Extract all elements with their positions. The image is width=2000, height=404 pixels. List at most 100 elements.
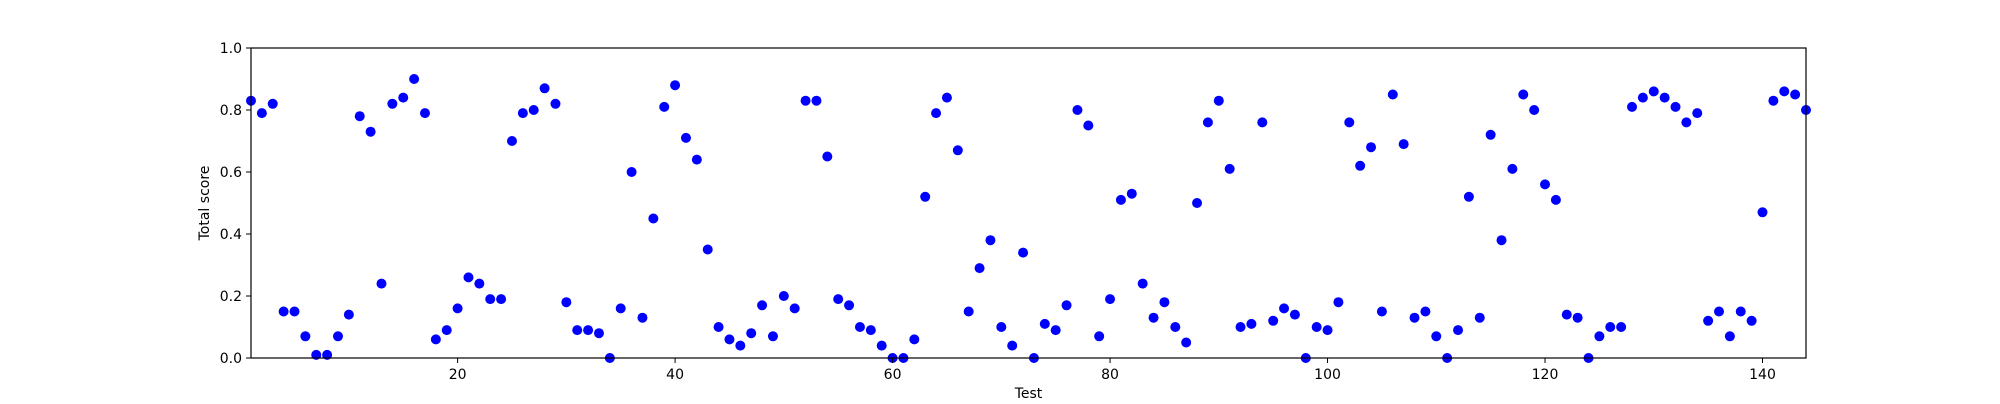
data-point xyxy=(996,322,1007,332)
data-point xyxy=(1692,108,1703,119)
x-axis: 20 40 60 80 100 120 140 xyxy=(449,358,1776,383)
data-point xyxy=(343,309,354,320)
data-point xyxy=(1148,312,1159,323)
data-point xyxy=(583,325,594,336)
data-point xyxy=(757,300,768,311)
data-point xyxy=(615,303,626,314)
data-point xyxy=(909,334,920,345)
data-point xyxy=(1376,306,1387,317)
data-point xyxy=(1387,89,1398,100)
data-point xyxy=(637,312,648,323)
data-point xyxy=(1268,315,1279,326)
data-point xyxy=(1507,163,1518,174)
data-point xyxy=(941,92,952,103)
data-point xyxy=(1322,325,1333,336)
data-point xyxy=(1474,312,1485,323)
data-point xyxy=(1279,303,1290,314)
data-point xyxy=(485,294,496,305)
y-tick-label: 0.2 xyxy=(220,289,242,305)
data-point xyxy=(1594,331,1605,342)
data-point xyxy=(1115,194,1126,205)
data-point xyxy=(430,334,441,345)
data-point xyxy=(789,303,800,314)
y-tick-label: 1.0 xyxy=(220,41,242,57)
data-point xyxy=(1170,322,1181,332)
data-point xyxy=(1094,331,1105,342)
data-point xyxy=(1224,163,1235,174)
data-point xyxy=(1126,188,1137,199)
data-point xyxy=(1398,139,1409,150)
data-point xyxy=(354,111,365,122)
data-point xyxy=(1637,92,1648,103)
data-point xyxy=(452,303,463,314)
data-point xyxy=(1333,297,1344,308)
data-point xyxy=(1105,294,1116,305)
x-tick-label: 20 xyxy=(449,367,467,383)
data-point xyxy=(365,126,376,137)
data-point xyxy=(1724,331,1735,342)
data-point xyxy=(1409,312,1420,323)
data-point xyxy=(1463,191,1474,202)
data-point xyxy=(1289,309,1300,320)
data-point xyxy=(256,108,267,119)
data-point xyxy=(561,297,572,308)
data-point xyxy=(1213,95,1224,106)
data-point xyxy=(1681,117,1692,128)
data-point xyxy=(300,331,311,342)
data-point xyxy=(1518,89,1529,100)
data-point xyxy=(800,95,811,106)
y-tick-label: 0.0 xyxy=(220,351,242,367)
data-point xyxy=(1246,318,1257,329)
data-point xyxy=(1072,105,1083,115)
data-point xyxy=(822,151,833,162)
data-point xyxy=(289,306,300,317)
data-point xyxy=(550,98,561,109)
data-point xyxy=(1485,129,1496,140)
data-points xyxy=(246,74,1811,363)
data-point xyxy=(702,244,713,255)
data-point xyxy=(713,322,724,332)
data-point xyxy=(1550,194,1561,205)
plot-frame xyxy=(250,47,1807,359)
data-point xyxy=(724,334,735,345)
data-point xyxy=(844,300,855,311)
data-point xyxy=(496,294,507,305)
data-point xyxy=(278,306,289,317)
data-point xyxy=(1572,312,1583,323)
data-point xyxy=(1050,325,1061,336)
data-point xyxy=(735,340,746,351)
data-point xyxy=(1192,198,1203,208)
data-point xyxy=(931,108,942,119)
data-point xyxy=(1344,117,1355,128)
data-point xyxy=(1453,325,1464,336)
data-point xyxy=(1061,300,1072,311)
y-axis: 0.0 0.2 0.4 0.6 0.8 1.0 xyxy=(220,41,251,367)
data-point xyxy=(1235,322,1246,332)
data-point xyxy=(1735,306,1746,317)
data-point xyxy=(441,325,452,336)
data-point xyxy=(1703,315,1714,326)
y-tick-label: 0.4 xyxy=(220,227,242,243)
data-point xyxy=(1007,340,1018,351)
data-point xyxy=(593,328,604,339)
data-point xyxy=(1757,207,1768,218)
data-point xyxy=(974,263,985,274)
data-point xyxy=(517,108,528,119)
data-point xyxy=(746,328,757,339)
data-point xyxy=(1648,86,1659,97)
x-tick-label: 120 xyxy=(1532,367,1559,383)
data-point xyxy=(1137,278,1148,289)
data-point xyxy=(854,322,865,332)
data-point xyxy=(376,278,387,289)
data-point xyxy=(1714,306,1725,317)
data-point xyxy=(1768,95,1779,106)
data-point xyxy=(409,74,420,84)
data-point xyxy=(506,136,517,146)
data-point xyxy=(865,325,876,336)
data-point xyxy=(1496,235,1507,246)
data-point xyxy=(920,191,931,202)
data-point xyxy=(1202,117,1213,128)
data-point xyxy=(1420,306,1431,317)
